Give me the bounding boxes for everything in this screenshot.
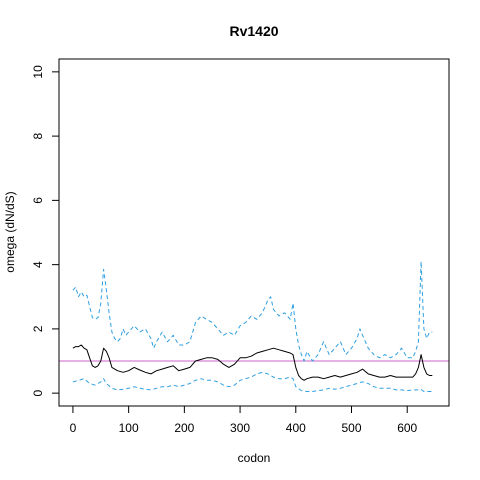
x-tick-label: 500 xyxy=(341,421,361,435)
y-axis: 0 2 4 6 8 10 xyxy=(31,65,60,396)
y-tick-label: 4 xyxy=(31,261,45,268)
x-tick-label: 100 xyxy=(119,421,139,435)
x-tick-label: 400 xyxy=(286,421,306,435)
series-upper-bound xyxy=(72,260,433,362)
x-axis: 0 100 200 300 400 500 600 xyxy=(70,405,418,435)
x-tick-label: 0 xyxy=(70,421,77,435)
y-axis-label: omega (dN/dS) xyxy=(3,191,17,272)
y-tick-label: 10 xyxy=(31,65,45,79)
series-estimate xyxy=(72,344,433,381)
y-tick-label: 6 xyxy=(31,197,45,204)
x-axis-label: codon xyxy=(238,451,271,465)
chart-title: Rv1420 xyxy=(229,23,278,39)
y-tick-label: 2 xyxy=(31,325,45,332)
x-tick-label: 600 xyxy=(397,421,417,435)
y-tick-label: 0 xyxy=(31,389,45,396)
x-tick-label: 200 xyxy=(174,421,194,435)
y-tick-label: 8 xyxy=(31,132,45,139)
series-layer xyxy=(72,260,433,392)
x-tick-label: 300 xyxy=(230,421,250,435)
